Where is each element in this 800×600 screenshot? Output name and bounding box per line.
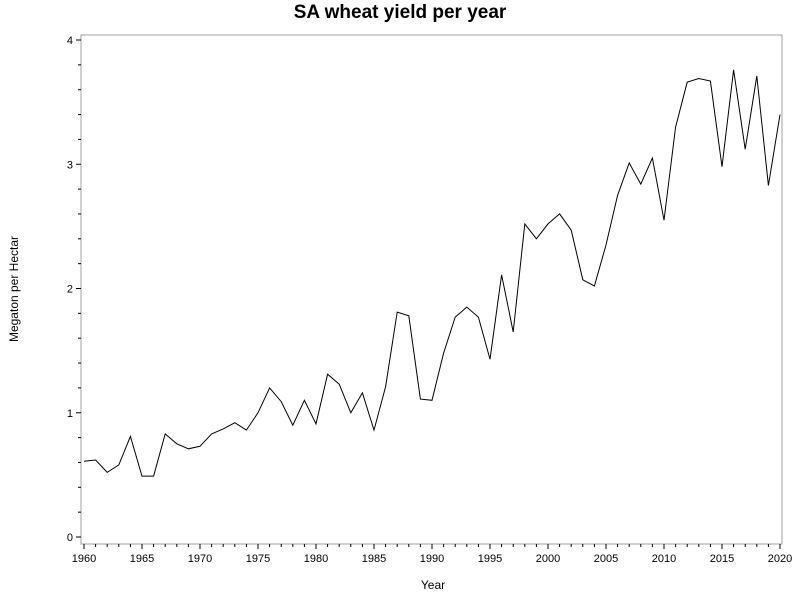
x-tick-label: 1975 bbox=[246, 553, 270, 565]
x-tick-label: 2000 bbox=[536, 553, 560, 565]
data-point bbox=[512, 331, 515, 334]
data-point bbox=[628, 162, 631, 165]
data-point bbox=[222, 427, 225, 430]
data-point bbox=[141, 475, 144, 478]
x-tick-label: 2005 bbox=[594, 553, 618, 565]
data-point bbox=[349, 411, 352, 414]
wheat-yield-line bbox=[83, 69, 781, 477]
x-tick-label: 1995 bbox=[478, 553, 502, 565]
data-point bbox=[489, 358, 492, 361]
data-point bbox=[558, 212, 561, 215]
x-axis-label: Year bbox=[421, 578, 445, 592]
data-point bbox=[674, 126, 677, 129]
data-point bbox=[199, 445, 202, 448]
data-point bbox=[315, 422, 318, 425]
data-point bbox=[268, 386, 271, 389]
x-tick-label: 2010 bbox=[652, 553, 676, 565]
y-axis-label: Megaton per Hectar bbox=[7, 236, 21, 342]
data-point bbox=[431, 399, 434, 402]
data-point bbox=[442, 352, 445, 355]
data-point bbox=[175, 442, 178, 445]
data-point bbox=[523, 222, 526, 225]
y-tick-label: 3 bbox=[67, 159, 73, 171]
data-point bbox=[535, 237, 538, 240]
x-axis: 1960 1965 1970 1975 1980 1985 1990 1995 2000 2005… bbox=[72, 544, 792, 565]
x-tick-label: 1965 bbox=[130, 553, 154, 565]
data-point bbox=[477, 316, 480, 319]
data-point bbox=[303, 399, 306, 402]
data-point bbox=[326, 373, 329, 376]
data-point bbox=[744, 148, 747, 151]
data-point bbox=[651, 157, 654, 160]
data-point bbox=[454, 316, 457, 319]
x-tick-label: 2015 bbox=[710, 553, 734, 565]
data-point bbox=[639, 183, 642, 186]
data-point bbox=[94, 459, 97, 462]
data-point bbox=[419, 398, 422, 401]
chart-title: SA wheat yield per year bbox=[294, 2, 507, 23]
data-point bbox=[686, 81, 689, 84]
data-point bbox=[570, 229, 573, 232]
data-point bbox=[709, 80, 712, 83]
data-point bbox=[83, 460, 86, 463]
data-point bbox=[129, 435, 132, 438]
data-point bbox=[291, 424, 294, 427]
data-point bbox=[593, 285, 596, 288]
data-point bbox=[721, 165, 724, 168]
data-point bbox=[361, 391, 364, 394]
x-tick-label: 1990 bbox=[420, 553, 444, 565]
data-point bbox=[338, 383, 341, 386]
data-point bbox=[663, 219, 666, 222]
data-point bbox=[117, 463, 120, 466]
data-point bbox=[373, 429, 376, 432]
data-point bbox=[547, 222, 550, 225]
data-point bbox=[245, 429, 248, 432]
data-point bbox=[755, 75, 758, 78]
plot-frame bbox=[80, 34, 783, 545]
data-point bbox=[106, 471, 109, 474]
data-point bbox=[605, 244, 608, 247]
data-point bbox=[233, 421, 236, 424]
data-point bbox=[465, 306, 468, 309]
data-point bbox=[581, 278, 584, 281]
y-axis: 0 1 2 3 4 bbox=[67, 35, 81, 544]
x-tick-label: 1960 bbox=[72, 553, 96, 565]
data-point bbox=[384, 385, 387, 388]
data-point bbox=[164, 432, 167, 435]
x-tick-label: 2020 bbox=[768, 553, 792, 565]
data-point bbox=[257, 411, 260, 414]
data-point bbox=[187, 447, 190, 450]
data-point bbox=[407, 314, 410, 317]
x-tick-label: 1970 bbox=[188, 553, 212, 565]
x-tick-label: 1980 bbox=[304, 553, 328, 565]
y-tick-label: 1 bbox=[67, 408, 73, 420]
data-point bbox=[732, 68, 735, 71]
data-point bbox=[767, 184, 770, 187]
data-point bbox=[210, 432, 213, 435]
data-point bbox=[779, 113, 782, 116]
y-tick-label: 2 bbox=[67, 284, 73, 296]
data-point bbox=[396, 311, 399, 314]
data-point bbox=[280, 400, 283, 403]
y-tick-label: 0 bbox=[67, 532, 73, 544]
data-point bbox=[616, 194, 619, 197]
data-point bbox=[500, 273, 503, 276]
data-point bbox=[152, 475, 155, 478]
y-tick-label: 4 bbox=[67, 35, 73, 47]
x-tick-label: 1985 bbox=[362, 553, 386, 565]
data-point bbox=[697, 77, 700, 80]
data-points bbox=[83, 68, 782, 477]
